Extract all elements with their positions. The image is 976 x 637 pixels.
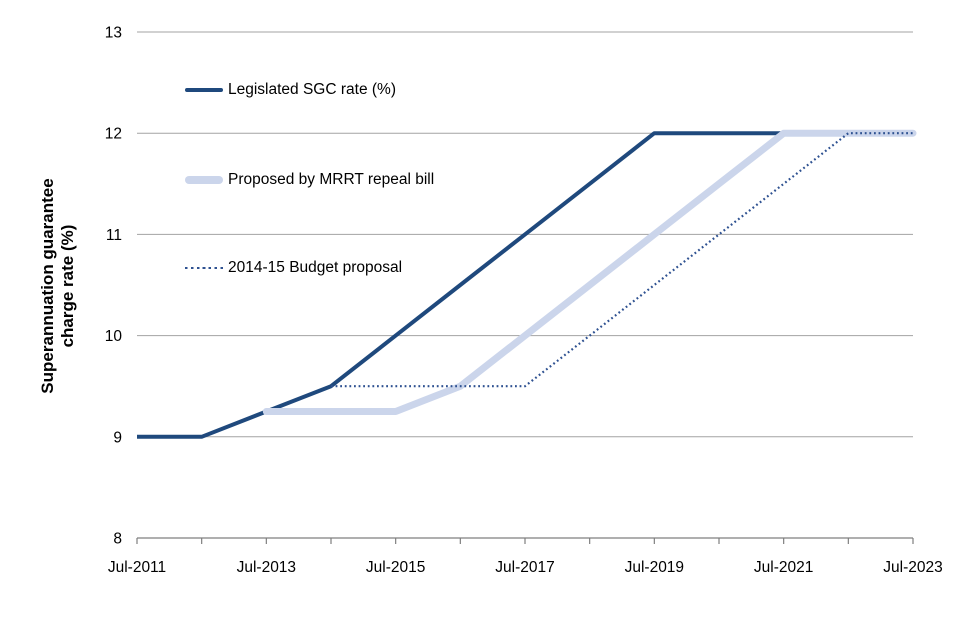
legend-label-2014-15-budget-proposal: 2014-15 Budget proposal	[228, 259, 403, 276]
series-line-0	[137, 131, 913, 439]
y-tick-label-10: 10	[105, 328, 123, 345]
legend-label-mrrt-repeal-bill: Proposed by MRRT repeal bill	[228, 171, 435, 188]
x-tick-label: Jul-2017	[495, 559, 554, 576]
legend-label-legislated-sgc-rate: Legislated SGC rate (%)	[228, 81, 396, 98]
legend-swatch-solid-light-line-icon	[185, 176, 223, 184]
y-tick-label-12: 12	[105, 126, 122, 143]
x-tick-label: Jul-2023	[883, 559, 942, 576]
y-tick-label-11: 11	[106, 227, 122, 244]
y-tick-label-13: 13	[105, 25, 122, 42]
legend-item-mrrt-repeal-bill: Proposed by MRRT repeal bill	[185, 170, 434, 190]
x-tick-label: Jul-2013	[237, 559, 296, 576]
x-tick-label: Jul-2019	[625, 559, 684, 576]
legend-item-legislated-sgc-rate: Legislated SGC rate (%)	[185, 80, 396, 100]
x-tick-label: Jul-2015	[366, 559, 425, 576]
y-axis-title-line1: Superannuation guarantee	[38, 178, 57, 394]
y-axis-title: Superannuation guarantee charge rate (%)	[38, 178, 78, 393]
x-tick-label: Jul-2021	[754, 559, 813, 576]
series-line-1	[262, 129, 917, 415]
y-axis-title-line2: charge rate (%)	[58, 224, 77, 348]
legend-item-2014-15-budget-proposal: 2014-15 Budget proposal	[185, 258, 402, 278]
x-tick-label: Jul-2011	[108, 559, 166, 576]
legend-swatch-dotted-line-icon	[185, 266, 223, 270]
y-tick-label-9: 9	[113, 429, 122, 446]
y-tick-label-8: 8	[113, 531, 122, 548]
legend-swatch-solid-dark-line-icon	[185, 87, 223, 93]
series-line-2	[331, 132, 913, 388]
